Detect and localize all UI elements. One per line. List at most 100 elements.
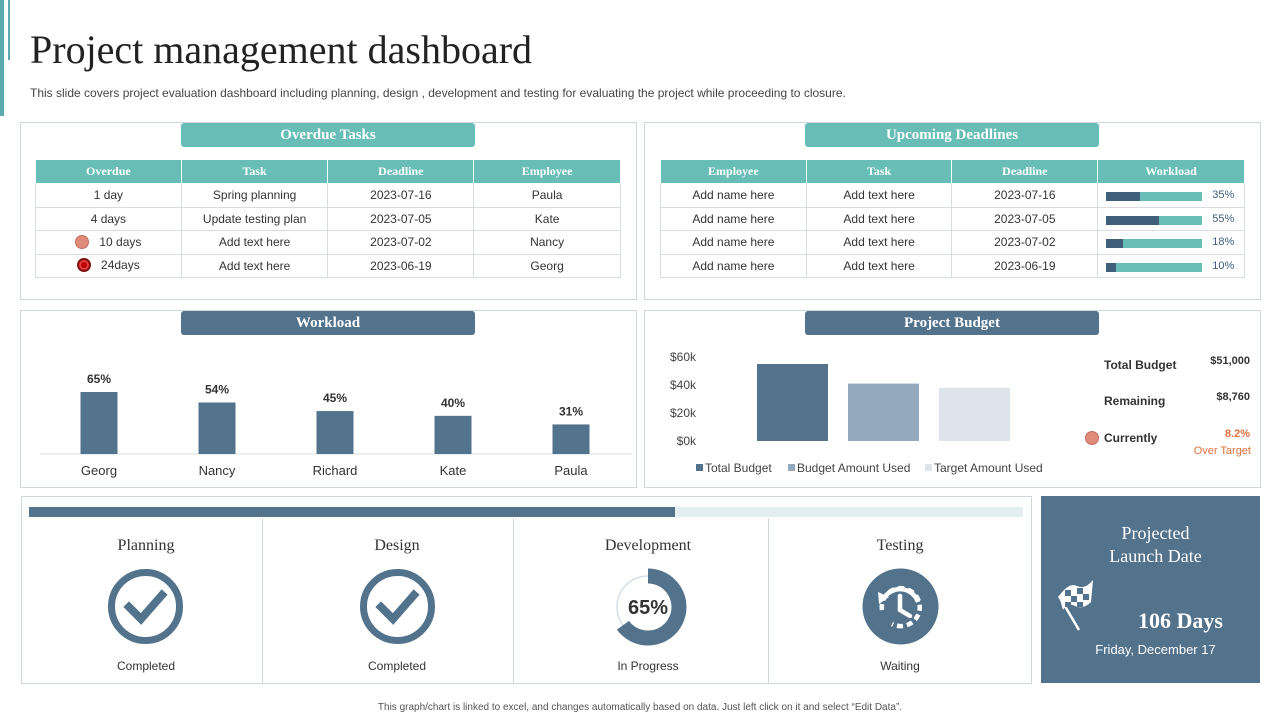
workload-fill	[1106, 192, 1140, 201]
total-budget-value: $51,000	[1210, 355, 1250, 367]
category-tick-label: Georg	[81, 463, 117, 478]
stage-divider	[262, 518, 263, 683]
legend-label: Budget Amount Used	[797, 461, 910, 475]
accent-bar	[0, 0, 4, 116]
workload-panel	[20, 310, 637, 488]
column-header: Workload	[1097, 159, 1245, 184]
table-header-row: Employee Task Deadline Workload	[660, 159, 1245, 184]
stage-status-development: In Progress	[617, 659, 679, 673]
project-budget-header: Project Budget	[805, 311, 1099, 335]
table-row: Add name here Add text here 2023-07-02 1…	[660, 230, 1245, 255]
workload-bar	[434, 415, 472, 454]
task-cell: Add text here	[805, 230, 953, 255]
workload-percent: 18%	[1212, 236, 1235, 248]
y-tick-label: $20k	[670, 406, 697, 420]
deadline-cell: 2023-07-16	[951, 183, 1099, 208]
workload-bar	[316, 411, 354, 454]
accent-bar-secondary	[8, 0, 10, 60]
deadline-cell: 2023-07-02	[327, 230, 475, 255]
y-tick-label: $0k	[677, 434, 697, 448]
column-header: Employee	[473, 159, 621, 184]
legend-swatch	[925, 464, 932, 471]
overdue-cell: 10 days	[35, 230, 182, 255]
workload-cell: 35%	[1097, 183, 1245, 208]
y-tick-label: $40k	[670, 378, 697, 392]
budget-bar	[848, 383, 919, 441]
table-row: 4 days Update testing plan 2023-07-05 Ka…	[35, 206, 621, 231]
category-tick-label: Paula	[554, 463, 588, 478]
legend-swatch	[788, 464, 795, 471]
column-header: Deadline	[327, 159, 475, 184]
workload-percent: 35%	[1212, 189, 1235, 201]
y-tick-label: $60k	[670, 350, 697, 364]
workload-bar	[80, 392, 118, 454]
workload-track	[1106, 192, 1203, 201]
task-cell: Add text here	[180, 230, 329, 255]
workload-track	[1106, 215, 1203, 225]
stages-panel	[21, 496, 1032, 684]
deadline-cell: 2023-07-02	[951, 230, 1099, 255]
remaining-label: Remaining	[1104, 394, 1166, 408]
page-title: Project management dashboard	[30, 27, 533, 72]
task-cell: Add text here	[805, 183, 953, 208]
stage-title-testing: Testing	[876, 537, 924, 554]
stage-status-design: Completed	[367, 659, 427, 673]
task-cell: Update testing plan	[180, 206, 329, 231]
table-row: 10 days Add text here 2023-07-02 Nancy	[35, 230, 621, 255]
currently-label: Currently	[1104, 431, 1158, 445]
legend-label: Target Amount Used	[934, 461, 1043, 475]
workload-cell: 55%	[1097, 206, 1245, 231]
table-row: 24days Add text here 2023-06-19 Georg	[35, 253, 621, 278]
upcoming-deadlines-table: Employee Task Deadline Workload Add name…	[660, 159, 1245, 278]
table-row: Add name here Add text here 2023-07-05 5…	[660, 206, 1245, 231]
category-tick-label: Richard	[313, 463, 358, 478]
employee-cell: Add name here	[660, 206, 807, 231]
task-cell: Add text here	[180, 253, 329, 278]
check-circle-icon	[360, 569, 435, 644]
employee-cell: Kate	[473, 206, 621, 231]
footer-note: This graph/chart is linked to excel, and…	[377, 702, 903, 713]
task-cell: Spring planning	[180, 183, 329, 208]
column-header: Deadline	[951, 159, 1099, 184]
total-budget-label: Total Budget	[1104, 358, 1177, 372]
projected-launch-card: Projected Launch Date 106 Days Friday, D…	[1041, 496, 1260, 683]
currently-value: 8.2%	[1224, 428, 1250, 440]
check-circle-icon	[108, 569, 183, 644]
launch-days: 106 Days	[1138, 608, 1223, 633]
column-header: Task	[805, 159, 953, 184]
overdue-tasks-table: Overdue Task Deadline Employee 1 day Spr…	[35, 159, 621, 278]
overdue-tasks-header: Overdue Tasks	[181, 123, 475, 147]
page-subtitle: This slide covers project evaluation das…	[30, 86, 846, 100]
launch-date: Friday, December 17	[1095, 642, 1216, 657]
launch-title: Projected Launch Date	[1041, 522, 1270, 568]
workload-bar	[552, 424, 590, 454]
launch-title-line2: Launch Date	[1109, 546, 1202, 566]
bar-data-label: 40%	[441, 396, 465, 410]
remaining-value: $8,760	[1216, 391, 1250, 403]
budget-chart: $0k $20k $40k $60k Total Budget Budget Amount…	[670, 350, 1043, 475]
budget-bar	[757, 364, 828, 441]
overdue-cell: 4 days	[35, 206, 182, 231]
stages-progress-track	[29, 507, 1023, 517]
deadline-cell: 2023-07-16	[327, 183, 475, 208]
task-cell: Add text here	[805, 206, 953, 231]
workload-track	[1106, 239, 1203, 248]
checkered-flag-icon	[1057, 580, 1093, 631]
progress-ring-icon: 65%	[616, 568, 687, 646]
stage-divider	[513, 518, 514, 683]
workload-percent: 55%	[1212, 212, 1235, 225]
stage-status-testing: Waiting	[880, 659, 920, 673]
deadline-cell: 2023-07-05	[951, 206, 1099, 231]
task-cell: Add text here	[805, 253, 953, 278]
legend-swatch	[696, 464, 703, 471]
table-row: 1 day Spring planning 2023-07-16 Paula	[35, 183, 621, 208]
legend-label: Total Budget	[705, 461, 772, 475]
bar-data-label: 65%	[87, 372, 111, 386]
column-header: Overdue	[35, 159, 182, 184]
employee-cell: Add name here	[660, 253, 807, 278]
workload-percent: 10%	[1212, 259, 1235, 272]
employee-cell: Georg	[473, 253, 621, 278]
development-percent: 65%	[628, 597, 668, 619]
workload-fill	[1106, 215, 1159, 225]
workload-chart: 65% Georg 54% Nancy 45% Richard 40% Kate 31% Paul…	[40, 372, 632, 478]
